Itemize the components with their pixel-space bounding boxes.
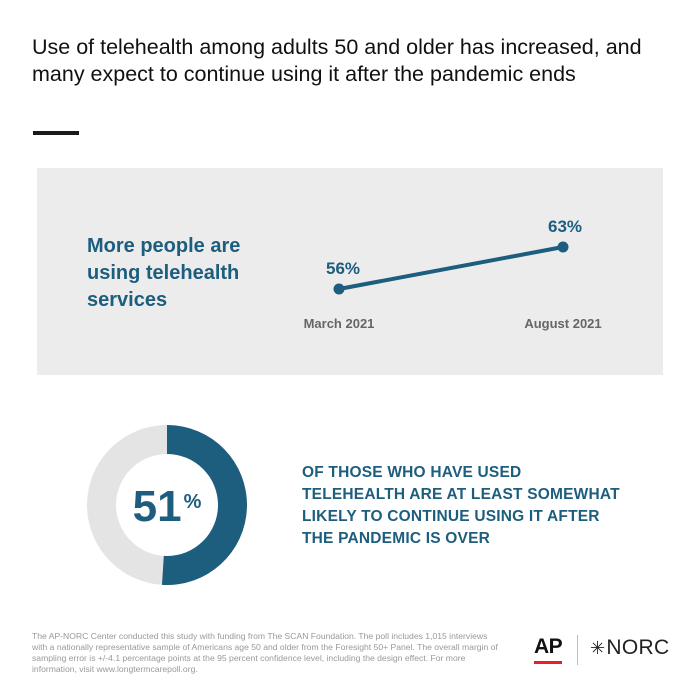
donut-center-value: 51%: [116, 483, 218, 531]
donut-percent-number: 51: [132, 482, 182, 531]
norc-logo-text: NORC: [606, 636, 670, 659]
page-title: Use of telehealth among adults 50 and ol…: [32, 35, 642, 86]
data-label-august-2021: 63%: [548, 217, 582, 236]
logo-divider: [577, 635, 578, 665]
donut-percent-sign: %: [183, 491, 202, 513]
data-point-august-2021: [557, 241, 569, 253]
panel-heading: More people are using telehealth service…: [87, 235, 241, 311]
finding-text: OF THOSE WHO HAVE USED TELEHEALTH ARE AT…: [302, 464, 620, 547]
x-tick-label-august-2021: August 2021: [524, 316, 601, 331]
x-tick-label-march-2021: March 2021: [304, 316, 375, 331]
ap-logo-underline: [534, 661, 562, 664]
methodology-footnote: The AP-NORC Center conducted this study …: [32, 631, 498, 674]
ap-logo: AP: [534, 635, 563, 658]
norc-logo: ✳NORC: [590, 636, 669, 660]
chart-panel: [37, 168, 663, 375]
data-label-march-2021: 56%: [326, 259, 360, 278]
donut-hole: [116, 454, 218, 556]
title-rule: [33, 131, 79, 135]
norc-star-icon: ✳: [590, 638, 606, 658]
data-point-march-2021: [333, 283, 345, 295]
series-line: [337, 245, 565, 291]
